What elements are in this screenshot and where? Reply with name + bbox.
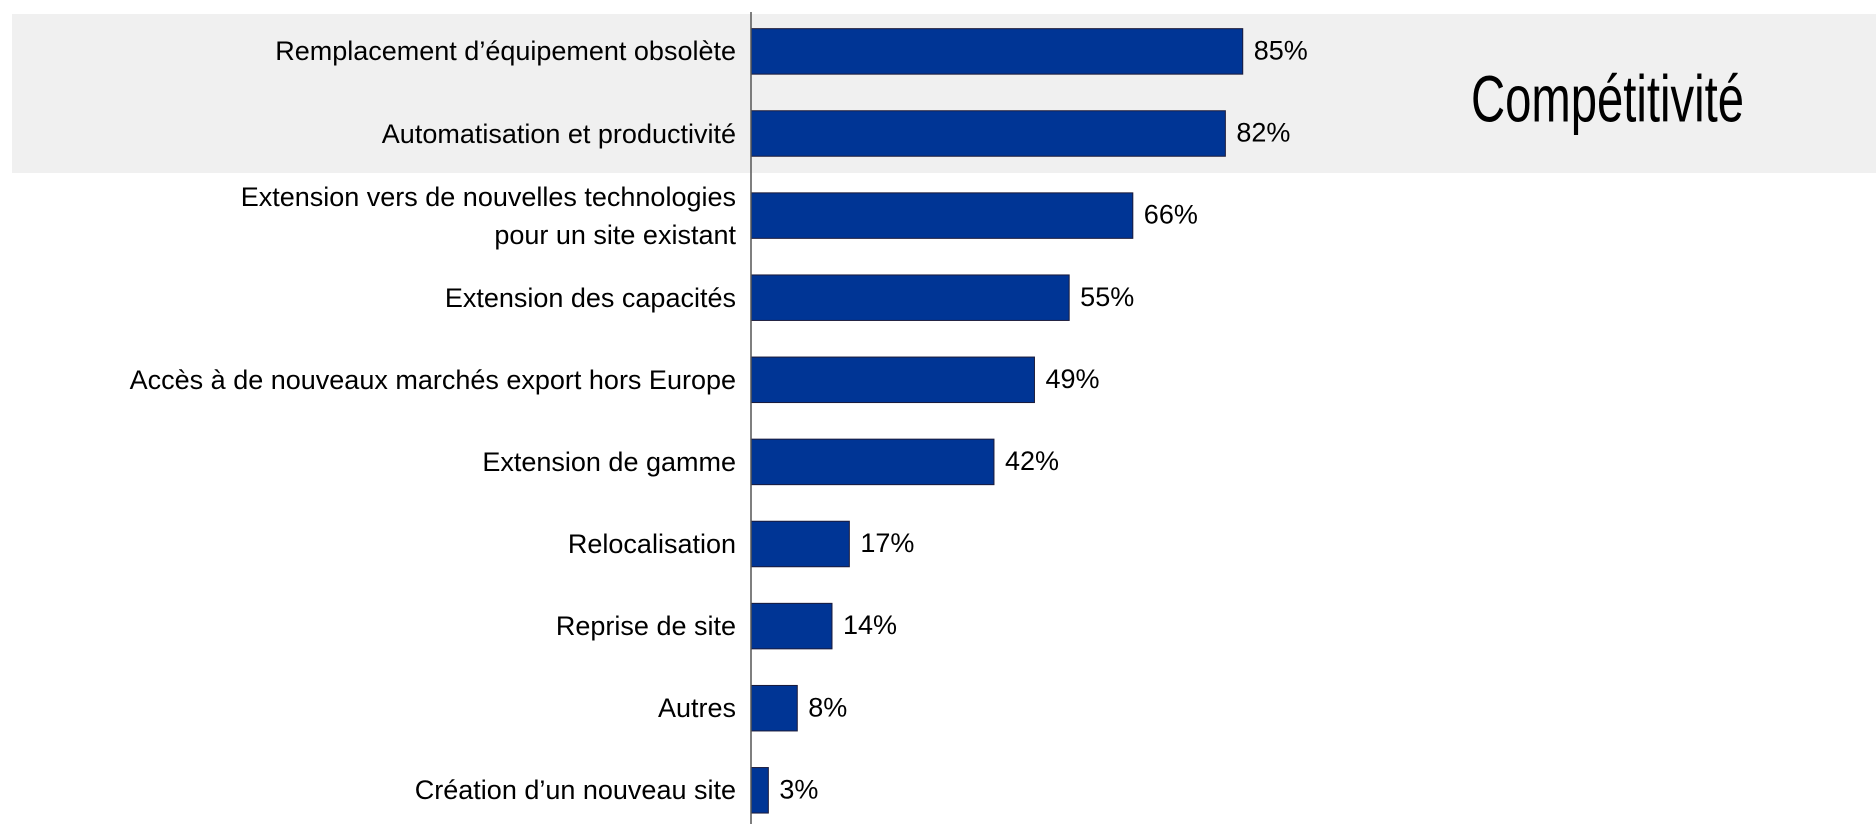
value-label: 42% bbox=[1005, 446, 1059, 476]
bar bbox=[750, 274, 1070, 321]
value-label: 17% bbox=[860, 528, 914, 558]
bar bbox=[750, 438, 995, 486]
bar bbox=[750, 684, 798, 732]
category-label: Remplacement d’équipement obsolète bbox=[275, 36, 736, 67]
category-label: Création d’un nouveau site bbox=[414, 775, 736, 806]
bar bbox=[750, 110, 1226, 157]
category-label: Relocalisation bbox=[567, 529, 736, 559]
bar bbox=[750, 28, 1244, 75]
value-label: 3% bbox=[779, 774, 818, 804]
category-label: Accès à de nouveaux marchés export hors … bbox=[129, 364, 736, 395]
bar bbox=[750, 767, 769, 814]
bar bbox=[750, 520, 850, 568]
bar bbox=[750, 192, 1134, 239]
value-label: 49% bbox=[1045, 364, 1099, 394]
value-label: 55% bbox=[1080, 282, 1134, 312]
value-label: 66% bbox=[1144, 200, 1198, 230]
category-label: Extension de gamme bbox=[482, 446, 736, 477]
category-label: Extension des capacités bbox=[444, 282, 736, 313]
bar bbox=[750, 356, 1035, 404]
category-label: Autres bbox=[657, 693, 736, 724]
category-label: Automatisation et productivité bbox=[381, 118, 736, 149]
category-label: Reprise de site bbox=[555, 611, 736, 642]
annotation: Compétitivité bbox=[1471, 61, 1744, 135]
value-label: 82% bbox=[1236, 118, 1290, 148]
value-label: 14% bbox=[843, 610, 897, 640]
bar bbox=[750, 602, 833, 650]
value-label: 8% bbox=[808, 692, 847, 722]
value-label: 85% bbox=[1254, 36, 1308, 66]
category-label: Extension vers de nouvelles technologies… bbox=[240, 181, 736, 250]
